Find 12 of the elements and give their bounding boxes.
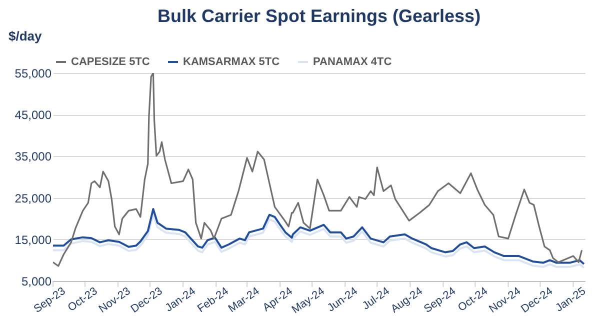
legend-label: CAPESIZE 5TC bbox=[71, 56, 150, 68]
y-tick-label: 25,000 bbox=[14, 191, 52, 206]
y-tick-label: 55,000 bbox=[14, 66, 52, 80]
y-tick-label: 5,000 bbox=[21, 274, 52, 288]
y-tick-label: 35,000 bbox=[14, 150, 52, 164]
legend-label: PANAMAX 4TC bbox=[313, 56, 392, 68]
y-tick-label: 15,000 bbox=[14, 232, 52, 247]
line-series bbox=[53, 73, 583, 267]
chart-title: Bulk Carrier Spot Earnings (Gearless) bbox=[157, 6, 481, 26]
legend-label: KAMSARMAX 5TC bbox=[183, 56, 280, 68]
y-tick-label: 45,000 bbox=[14, 108, 52, 122]
y-axis-title: $/day bbox=[8, 28, 43, 44]
